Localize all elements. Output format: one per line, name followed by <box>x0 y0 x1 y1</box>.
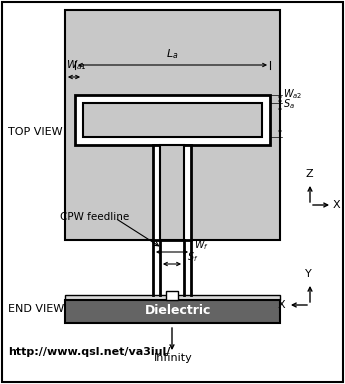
Text: X: X <box>278 300 286 310</box>
Bar <box>160 145 184 240</box>
Text: Z: Z <box>305 169 313 179</box>
Text: $W_f$: $W_f$ <box>194 238 209 252</box>
Text: $L_a$: $L_a$ <box>167 47 179 61</box>
Text: X: X <box>333 200 341 210</box>
Text: CPW feedline: CPW feedline <box>60 212 129 222</box>
Text: Y: Y <box>305 269 312 279</box>
Text: $S_f$: $S_f$ <box>187 250 198 264</box>
Bar <box>65 300 280 323</box>
Text: http://www.qsl.net/va3iul/: http://www.qsl.net/va3iul/ <box>8 347 170 357</box>
Text: Infinity: Infinity <box>154 353 193 363</box>
Text: $W_{a2}$: $W_{a2}$ <box>283 87 302 101</box>
Text: Dielectric: Dielectric <box>145 304 211 317</box>
Text: $W_{a1}$: $W_{a1}$ <box>66 58 87 72</box>
Bar <box>75 95 270 145</box>
Text: END VIEW: END VIEW <box>8 304 64 314</box>
Bar <box>65 295 280 300</box>
Text: $S_a$: $S_a$ <box>283 97 295 111</box>
Bar <box>83 103 262 137</box>
Bar <box>153 145 191 240</box>
Text: TOP VIEW: TOP VIEW <box>8 127 63 137</box>
Bar <box>65 10 280 240</box>
Bar <box>166 291 178 300</box>
